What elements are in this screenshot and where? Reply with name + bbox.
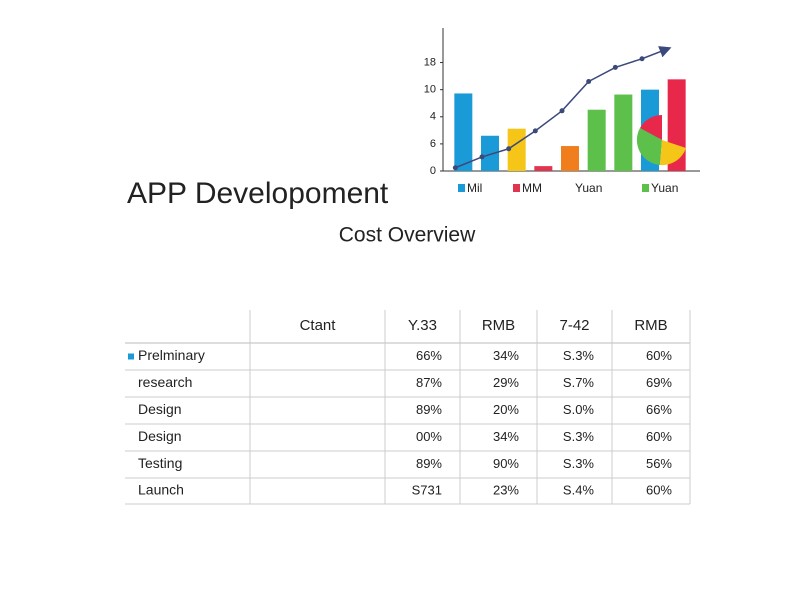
table: Ctant Y.33 RMB 7-42 RMB Prelminary 66% 34% S.3% 6… (125, 310, 691, 505)
table-cell: 69% (646, 375, 672, 390)
table-row-label: Launch (138, 482, 184, 498)
table-cell: S.4% (563, 482, 595, 497)
table-header-cell: RMB (634, 317, 667, 334)
table-header-cell: Y.33 (408, 317, 437, 334)
table-cell: S.3% (563, 456, 595, 471)
bar (614, 94, 633, 171)
line-point (452, 165, 458, 171)
table-row-label: Prelminary (138, 347, 205, 363)
table-cell: 60% (646, 482, 672, 497)
table-cell: 23% (493, 482, 519, 497)
legend-label: Yuan (651, 181, 678, 195)
table-cell: 87% (416, 375, 442, 390)
table-cell: S.0% (563, 402, 595, 417)
table-cell: S731 (412, 482, 442, 497)
legend-label: Mil (467, 181, 482, 195)
table-cell: 66% (416, 348, 442, 363)
legend-label: MM (522, 181, 542, 195)
bar (534, 166, 553, 171)
table-row-label: Testing (138, 455, 182, 471)
table-cell: 34% (493, 348, 519, 363)
legend-swatch (642, 184, 649, 192)
row-bullet (128, 353, 134, 360)
bar (454, 93, 473, 171)
table-cell: 29% (493, 375, 519, 390)
table-cell: 20% (493, 402, 519, 417)
table-cell: 89% (416, 456, 442, 471)
line-point (612, 64, 618, 70)
legend-label: Yuan (575, 181, 602, 195)
line-point (532, 128, 538, 134)
table-cell: 34% (493, 429, 519, 444)
page-subtitle: Cost Overview (339, 224, 476, 247)
table-cell: 00% (416, 429, 442, 444)
table-cell: 60% (646, 429, 672, 444)
y-tick-label: 10 (424, 84, 436, 96)
page-title: APP Developoment (127, 177, 389, 210)
table-cell: S.3% (563, 348, 595, 363)
table-header-cell: Ctant (300, 317, 337, 334)
table-row-label: Design (138, 401, 182, 417)
bar (587, 109, 606, 171)
table-header-cell: 7-42 (559, 317, 589, 334)
table-cell: 90% (493, 456, 519, 471)
table-cell: 89% (416, 402, 442, 417)
table-cell: 66% (646, 402, 672, 417)
y-tick-label: 0 (430, 165, 436, 177)
table-header-cell: RMB (482, 317, 515, 334)
table-row-label: Design (138, 428, 182, 444)
table-cell: S.7% (563, 375, 595, 390)
table-cell: 56% (646, 456, 672, 471)
bar (481, 135, 499, 171)
y-tick-label: 6 (430, 138, 436, 150)
legend-swatch (458, 184, 465, 192)
legend-swatch (513, 184, 520, 192)
line-point (639, 56, 645, 62)
pie-decoration (636, 114, 686, 166)
line-point (479, 154, 485, 160)
table-cell: S.3% (563, 429, 595, 444)
y-tick-label: 4 (430, 111, 436, 123)
line-point (559, 108, 565, 114)
bar (561, 146, 579, 171)
y-tick-label: 18 (424, 56, 436, 68)
line-point (506, 146, 512, 152)
bar (507, 128, 526, 171)
line-point (586, 79, 592, 85)
table-cell: 60% (646, 348, 672, 363)
table-row-label: research (138, 374, 192, 390)
